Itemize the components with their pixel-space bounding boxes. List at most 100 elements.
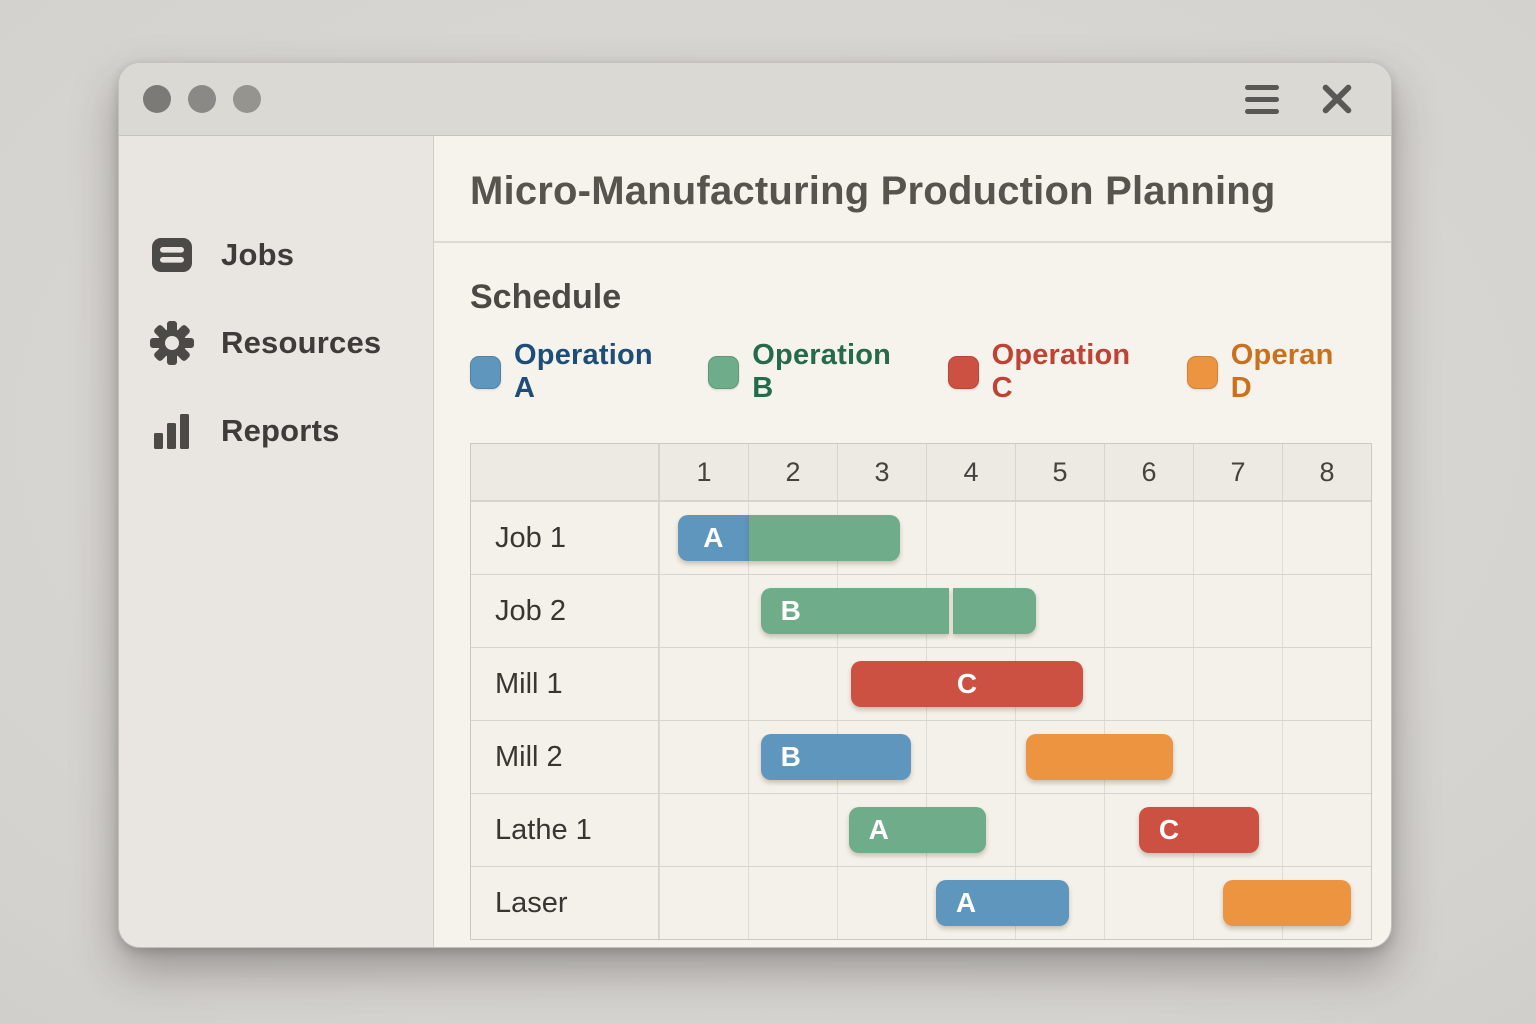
gantt-chart: 1 2 3 4 5 6 7 8 Job 1 A Job 2 B Mill 1 C Mill 2 B Lathe … — [470, 443, 1372, 940]
gantt-bar[interactable] — [1223, 880, 1351, 926]
legend-swatch-operation-c — [947, 355, 979, 389]
gantt-cell — [1015, 794, 1104, 866]
list-card-icon — [149, 232, 195, 278]
gantt-cell — [659, 648, 748, 720]
gantt-cell — [1193, 721, 1282, 793]
gantt-cell — [1282, 575, 1371, 647]
gantt-bar[interactable]: B — [760, 588, 950, 634]
window-controls — [143, 85, 261, 113]
legend-swatch-operation-b — [708, 355, 740, 389]
legend-item-operan-d: Operan D — [1186, 339, 1355, 405]
gantt-row: Lathe 1 A C — [471, 793, 1371, 866]
gantt-bar[interactable]: A — [848, 807, 986, 853]
legend: Operation A Operation B Operation C Operan … — [470, 339, 1355, 405]
window-control-dot-2[interactable] — [188, 85, 216, 113]
gantt-row-label: Laser — [471, 867, 659, 939]
gantt-time-tick: 5 — [1015, 444, 1104, 500]
close-icon[interactable] — [1319, 81, 1355, 117]
schedule-heading: Schedule — [470, 278, 622, 316]
gantt-row: Job 1 A — [471, 501, 1371, 574]
gantt-bar-label: C — [1158, 814, 1180, 845]
gantt-row-label: Lathe 1 — [471, 794, 659, 866]
legend-label: Operation C — [991, 339, 1131, 404]
gantt-cell — [659, 721, 748, 793]
gantt-cell — [1104, 867, 1193, 939]
page-title: Micro-Manufacturing Production Planning — [470, 169, 1276, 213]
gantt-row-label: Job 2 — [471, 575, 659, 647]
gantt-bar[interactable]: A — [677, 515, 749, 561]
gantt-row: Mill 1 C — [471, 647, 1371, 720]
gantt-cell — [837, 794, 926, 866]
legend-item-operation-b: Operation B — [708, 339, 910, 405]
gantt-time-tick: 3 — [837, 444, 926, 500]
gantt-bar[interactable]: B — [760, 734, 911, 780]
gantt-row-label: Job 1 — [471, 502, 659, 574]
legend-item-operation-a: Operation A — [470, 339, 671, 405]
gantt-row: Mill 2 B — [471, 720, 1371, 793]
sidebar-item-label: Jobs — [221, 237, 295, 272]
sidebar: Jobs Resources Reports — [119, 136, 434, 947]
gantt-cell — [748, 648, 837, 720]
gantt-time-tick: 4 — [926, 444, 1015, 500]
gantt-bar-label: A — [703, 522, 724, 553]
gantt-time-tick: 7 — [1193, 444, 1282, 500]
bar-chart-icon — [149, 408, 195, 454]
gantt-bar[interactable] — [952, 588, 1036, 634]
window-control-dot-3[interactable] — [233, 85, 261, 113]
gantt-cell — [1104, 575, 1193, 647]
gantt-cell — [926, 721, 1015, 793]
gantt-bar[interactable]: A — [935, 880, 1070, 926]
gantt-header-empty-cell — [471, 444, 659, 500]
gantt-bar-label: C — [956, 668, 978, 699]
gantt-cell — [1282, 648, 1371, 720]
gantt-cell — [1015, 502, 1104, 574]
legend-swatch-operan-d — [1186, 355, 1218, 389]
gantt-bar[interactable]: C — [1138, 807, 1259, 853]
gantt-cell — [1104, 502, 1193, 574]
sidebar-item-resources[interactable]: Resources — [149, 316, 433, 370]
sidebar-item-label: Resources — [221, 325, 382, 360]
gantt-row: Job 2 B — [471, 574, 1371, 647]
gantt-bar-label: B — [780, 741, 801, 772]
gantt-cell — [926, 502, 1015, 574]
gantt-cell — [1282, 502, 1371, 574]
title-divider — [434, 241, 1391, 243]
gantt-bar[interactable]: C — [851, 661, 1083, 707]
sidebar-item-reports[interactable]: Reports — [149, 404, 433, 458]
gantt-cell — [1104, 794, 1193, 866]
legend-item-operation-c: Operation C — [947, 339, 1150, 405]
gantt-cell — [1282, 721, 1371, 793]
gantt-cell — [659, 502, 748, 574]
gantt-row-label: Mill 1 — [471, 648, 659, 720]
gantt-cell — [1015, 721, 1104, 793]
gantt-cell — [1282, 794, 1371, 866]
main-content: Micro-Manufacturing Production Planning … — [434, 136, 1391, 947]
gantt-cell — [1193, 867, 1282, 939]
gantt-cell — [837, 867, 926, 939]
gantt-cell — [926, 867, 1015, 939]
gantt-bar-label: A — [955, 887, 977, 918]
gantt-cell — [748, 794, 837, 866]
gantt-bar[interactable] — [1025, 734, 1173, 780]
gantt-cell — [659, 867, 748, 939]
hamburger-menu-icon[interactable] — [1241, 81, 1283, 118]
gantt-cell — [659, 575, 748, 647]
gear-icon — [149, 320, 195, 366]
window-control-dot-1[interactable] — [143, 85, 171, 113]
gantt-time-tick: 1 — [659, 444, 748, 500]
legend-label: Operan D — [1230, 339, 1334, 404]
gantt-bar[interactable] — [749, 515, 901, 561]
sidebar-item-jobs[interactable]: Jobs — [149, 228, 433, 282]
gantt-cell — [1193, 648, 1282, 720]
gantt-cell — [1104, 648, 1193, 720]
gantt-cell — [1193, 502, 1282, 574]
gantt-cell — [837, 648, 926, 720]
window-titlebar — [119, 63, 1391, 136]
gantt-row: Laser A — [471, 866, 1371, 939]
legend-swatch-operation-a — [470, 355, 502, 389]
gantt-bar-label: B — [780, 595, 801, 626]
gantt-cell — [659, 794, 748, 866]
gantt-time-tick: 6 — [1104, 444, 1193, 500]
legend-label: Operation A — [514, 339, 653, 404]
